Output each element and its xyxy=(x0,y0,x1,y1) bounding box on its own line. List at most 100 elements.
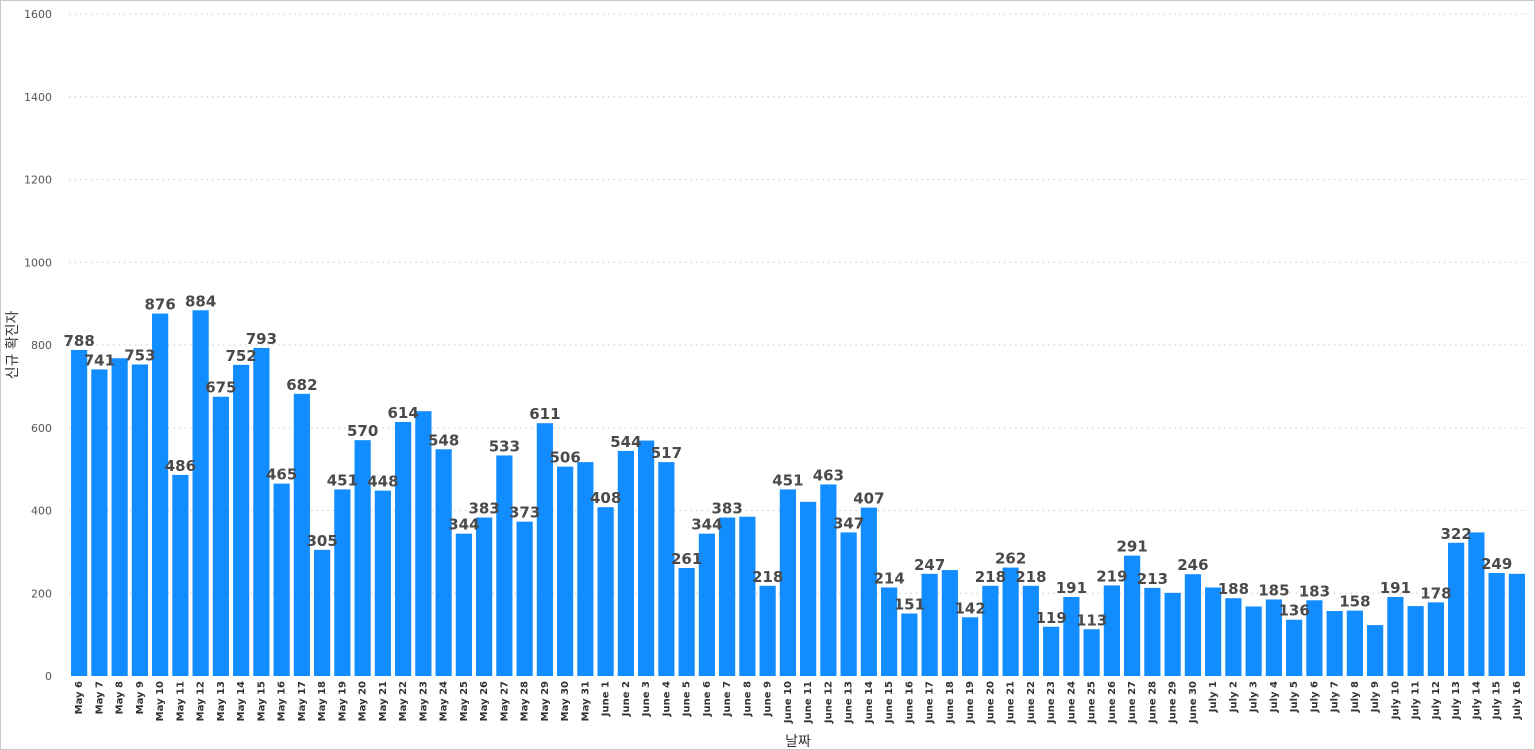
x-tick-label: May 21 xyxy=(378,681,389,721)
bar[interactable] xyxy=(536,423,553,676)
bar[interactable] xyxy=(840,532,857,676)
bar[interactable] xyxy=(577,462,594,676)
bar[interactable] xyxy=(1103,585,1120,676)
bar[interactable] xyxy=(455,533,472,676)
bar[interactable] xyxy=(354,440,371,676)
x-tick-label: June 25 xyxy=(1087,681,1098,724)
data-label: 183 xyxy=(1299,582,1330,600)
bar[interactable] xyxy=(1245,606,1262,676)
bar[interactable] xyxy=(962,617,979,676)
bar[interactable] xyxy=(496,455,513,676)
bar[interactable] xyxy=(759,585,776,676)
data-label: 344 xyxy=(691,516,722,534)
x-tick-label: June 30 xyxy=(1188,681,1199,724)
bar[interactable] xyxy=(638,440,655,676)
bar[interactable] xyxy=(152,313,169,676)
bar[interactable] xyxy=(779,489,796,676)
bar[interactable] xyxy=(1144,587,1161,676)
bar[interactable] xyxy=(1124,555,1141,676)
bar[interactable] xyxy=(1448,542,1465,676)
bar[interactable] xyxy=(1164,592,1181,676)
x-tick-label: May 31 xyxy=(580,681,591,721)
x-tick-label: July 12 xyxy=(1431,681,1442,720)
bar[interactable] xyxy=(1022,585,1039,676)
bar[interactable] xyxy=(881,587,898,676)
x-tick-label: May 25 xyxy=(459,681,470,721)
bar[interactable] xyxy=(1326,611,1343,676)
bar[interactable] xyxy=(334,489,351,676)
bar[interactable] xyxy=(1002,567,1019,676)
bar[interactable] xyxy=(1427,602,1444,676)
bar[interactable] xyxy=(678,568,695,676)
x-tick-label: June 17 xyxy=(925,681,936,724)
bar[interactable] xyxy=(901,613,918,676)
bar[interactable] xyxy=(1043,626,1060,676)
x-tick-label: July 5 xyxy=(1289,681,1300,713)
bar[interactable] xyxy=(982,585,999,676)
data-label: 451 xyxy=(772,471,803,489)
bar[interactable] xyxy=(1407,606,1424,676)
bar[interactable] xyxy=(1346,610,1363,676)
x-tick-label: July 8 xyxy=(1350,681,1361,713)
data-label: 249 xyxy=(1481,555,1512,573)
bar[interactable] xyxy=(1205,587,1222,676)
bar[interactable] xyxy=(1387,596,1404,676)
bar[interactable] xyxy=(233,364,250,676)
bar[interactable] xyxy=(1306,600,1323,676)
data-label: 178 xyxy=(1420,584,1451,602)
bar[interactable] xyxy=(719,517,736,676)
x-tick-label: May 29 xyxy=(540,681,551,721)
bar[interactable] xyxy=(253,347,270,676)
bar[interactable] xyxy=(1083,629,1100,676)
data-label: 788 xyxy=(63,332,94,350)
bar[interactable] xyxy=(860,507,877,676)
bar[interactable] xyxy=(1265,599,1282,676)
bar[interactable] xyxy=(476,517,493,676)
bar[interactable] xyxy=(1488,572,1505,676)
bar[interactable] xyxy=(273,483,290,676)
bar[interactable] xyxy=(1508,573,1525,676)
bar[interactable] xyxy=(192,310,209,676)
bar[interactable] xyxy=(698,533,715,676)
bar[interactable] xyxy=(435,449,452,676)
bar[interactable] xyxy=(1063,596,1080,676)
bar[interactable] xyxy=(597,507,614,676)
data-label: 191 xyxy=(1056,579,1087,597)
x-tick-label: June 7 xyxy=(722,681,733,717)
bar[interactable] xyxy=(1468,532,1485,676)
bar[interactable] xyxy=(1367,625,1384,676)
data-label: 753 xyxy=(124,346,155,364)
bar[interactable] xyxy=(557,466,574,676)
bar[interactable] xyxy=(415,411,432,676)
bar[interactable] xyxy=(395,421,412,676)
y-tick-label: 1200 xyxy=(24,174,52,187)
bar[interactable] xyxy=(739,516,756,676)
bar[interactable] xyxy=(941,570,958,676)
bar[interactable] xyxy=(172,474,189,676)
bar[interactable] xyxy=(800,501,817,676)
bar[interactable] xyxy=(1286,619,1303,676)
bar[interactable] xyxy=(212,396,229,676)
bar[interactable] xyxy=(374,490,391,676)
y-tick-label: 200 xyxy=(31,587,52,600)
bar[interactable] xyxy=(921,573,938,676)
bar[interactable] xyxy=(131,364,148,676)
bar[interactable] xyxy=(617,450,634,676)
bar[interactable] xyxy=(71,349,88,676)
bar[interactable] xyxy=(293,393,310,676)
bar[interactable] xyxy=(1225,598,1242,676)
bar[interactable] xyxy=(658,462,675,676)
x-tick-label: June 15 xyxy=(884,681,895,724)
bar[interactable] xyxy=(820,484,837,676)
bar[interactable] xyxy=(1184,574,1201,676)
y-tick-label: 1600 xyxy=(24,8,52,21)
data-label: 218 xyxy=(752,568,783,586)
bar[interactable] xyxy=(91,369,108,676)
bars xyxy=(71,310,1525,676)
x-axis-title: 날짜 xyxy=(785,734,811,749)
bar[interactable] xyxy=(111,358,128,676)
bar[interactable] xyxy=(314,549,331,676)
bar[interactable] xyxy=(516,521,533,676)
data-label: 142 xyxy=(954,599,985,617)
data-label: 262 xyxy=(995,550,1026,568)
